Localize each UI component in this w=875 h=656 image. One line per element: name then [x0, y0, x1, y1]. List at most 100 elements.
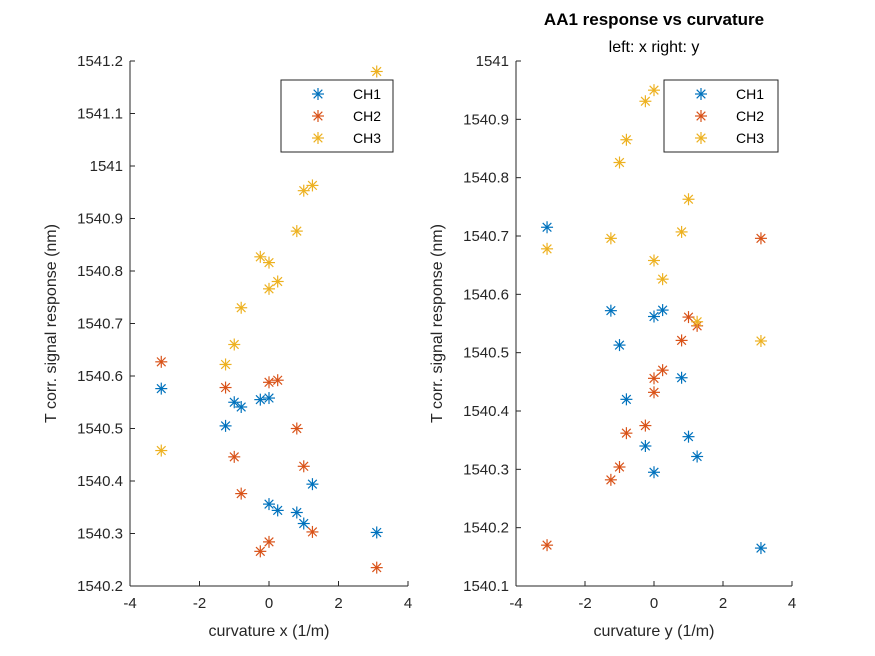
x-tick-label: -2 — [193, 595, 206, 612]
x-axis-label: curvature y (1/m) — [594, 623, 715, 640]
data-point-ch3 — [263, 282, 275, 295]
data-point-ch1 — [263, 392, 275, 405]
y-tick-label: 1540.7 — [463, 228, 509, 245]
data-point-ch3 — [675, 225, 688, 238]
data-point-ch3 — [648, 84, 660, 97]
data-point-ch1 — [235, 400, 248, 413]
data-point-ch3 — [306, 179, 319, 192]
data-point-ch3 — [228, 338, 241, 351]
data-point-ch3 — [754, 335, 767, 347]
series-ch1 — [155, 382, 383, 539]
data-point-ch2 — [219, 381, 232, 394]
data-point-ch1 — [290, 506, 303, 519]
legend-box — [280, 79, 394, 153]
legend-label: CH2 — [353, 108, 381, 124]
data-point-ch1 — [648, 466, 660, 479]
data-point-ch1 — [656, 304, 669, 317]
x-tick-label: 2 — [334, 595, 342, 612]
series-ch1 — [541, 221, 767, 555]
legend-marker-ch1 — [312, 88, 324, 100]
y-tick-label: 1540.3 — [463, 461, 509, 478]
data-point-ch3 — [155, 444, 168, 457]
legend-label: CH3 — [353, 130, 381, 146]
y-tick-label: 1540.7 — [77, 316, 123, 333]
data-point-ch3 — [271, 275, 284, 288]
data-point-ch3 — [639, 95, 652, 108]
data-point-ch1 — [254, 393, 267, 406]
data-point-ch2 — [620, 427, 633, 440]
data-point-ch1 — [271, 504, 284, 517]
data-point-ch3 — [254, 250, 267, 263]
data-point-ch1 — [541, 221, 554, 234]
legend-label: CH3 — [736, 130, 764, 146]
data-point-ch2 — [648, 372, 660, 385]
y-tick-label: 1541 — [476, 53, 509, 70]
data-point-ch2 — [263, 376, 275, 389]
data-point-ch2 — [290, 422, 303, 435]
data-point-ch3 — [263, 256, 275, 269]
legend-label: CH2 — [736, 108, 764, 124]
data-point-ch1 — [620, 393, 633, 406]
data-point-ch1 — [219, 419, 232, 432]
y-tick-label: 1540.5 — [77, 421, 123, 438]
data-point-ch1 — [604, 304, 617, 317]
data-point-ch1 — [228, 396, 241, 409]
legend-marker-ch3 — [695, 132, 707, 144]
y-tick-label: 1540.2 — [463, 520, 509, 537]
data-point-ch1 — [263, 498, 275, 511]
x-tick-label: -4 — [123, 595, 136, 612]
x-tick-label: -2 — [578, 595, 591, 612]
data-point-ch2 — [306, 525, 319, 538]
data-point-ch2 — [541, 539, 554, 552]
figure-title: AA1 response vs curvature — [544, 10, 764, 29]
data-point-ch2 — [297, 460, 310, 473]
y-tick-label: 1540.1 — [463, 578, 509, 595]
x-tick-label: 0 — [650, 595, 658, 612]
data-point-ch1 — [370, 526, 383, 539]
legend-label: CH1 — [353, 86, 381, 102]
data-point-ch2 — [648, 386, 660, 399]
data-point-ch2 — [675, 334, 688, 347]
data-point-ch3 — [613, 156, 626, 169]
x-tick-label: 4 — [788, 595, 796, 612]
data-point-ch2 — [639, 419, 652, 432]
data-point-ch1 — [648, 310, 660, 323]
y-tick-label: 1541.1 — [77, 106, 123, 123]
data-point-ch3 — [691, 315, 704, 328]
x-axis-label: curvature x (1/m) — [209, 623, 330, 640]
y-axis-label: T corr. signal response (nm) — [429, 224, 446, 423]
data-point-ch3 — [297, 184, 310, 197]
y-tick-label: 1540.4 — [463, 403, 509, 420]
data-point-ch2 — [228, 450, 241, 463]
data-point-ch1 — [155, 382, 168, 395]
data-point-ch2 — [754, 232, 767, 245]
data-point-ch2 — [604, 473, 617, 486]
data-point-ch3 — [219, 358, 232, 371]
y-tick-label: 1540.4 — [77, 473, 123, 490]
data-point-ch1 — [613, 339, 626, 352]
y-tick-label: 1540.9 — [77, 211, 123, 228]
data-point-ch3 — [648, 254, 660, 267]
data-point-ch3 — [541, 242, 554, 255]
y-tick-label: 1540.5 — [463, 345, 509, 362]
data-point-ch1 — [639, 440, 652, 452]
data-point-ch1 — [691, 450, 704, 463]
y-tick-label: 1541 — [90, 158, 123, 175]
y-tick-label: 1540.2 — [77, 578, 123, 595]
series-ch3 — [155, 65, 383, 457]
legend-marker-ch2 — [695, 110, 707, 122]
x-tick-label: 2 — [719, 595, 727, 612]
figure-subtitle: left: x right: y — [609, 39, 700, 56]
data-point-ch1 — [306, 478, 319, 491]
data-point-ch1 — [675, 371, 688, 384]
x-tick-label: -4 — [509, 595, 522, 612]
x-tick-label: 4 — [404, 595, 412, 612]
data-point-ch3 — [656, 273, 669, 286]
y-tick-label: 1540.8 — [77, 263, 123, 280]
legend: CH1 CH2 CH3 — [663, 79, 779, 153]
data-point-ch3 — [235, 301, 248, 314]
data-point-ch3 — [620, 133, 633, 146]
legend-label: CH1 — [736, 86, 764, 102]
y-tick-label: 1540.3 — [77, 526, 123, 543]
legend-marker-ch1 — [695, 88, 707, 100]
